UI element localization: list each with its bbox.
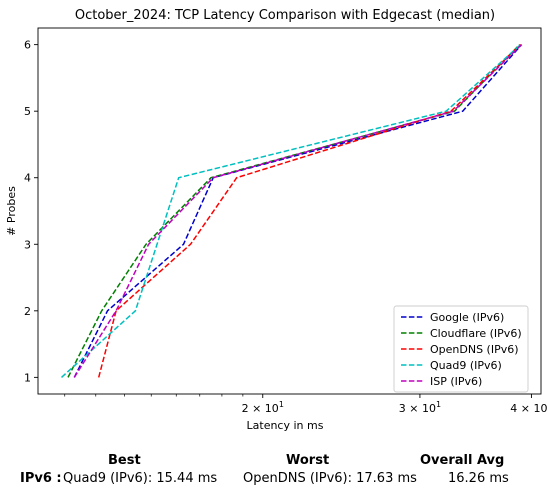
x-tick-label-1: 3 × 101 (399, 400, 441, 415)
legend-label-4: ISP (IPv6) (430, 375, 482, 388)
x-tick-label-0: 2 × 101 (242, 400, 284, 415)
legend-box (393, 305, 529, 393)
axes-frame (37, 27, 542, 395)
row-label-ipv6: IPv6 : (20, 471, 62, 486)
legend-label-3: Quad9 (IPv6) (430, 359, 502, 372)
overall-avg-value: 16.26 ms (448, 471, 509, 486)
latency-chart: October_2024: TCP Latency Comparison wit… (5, 8, 548, 432)
plot-area: 1 2 3 4 5 6 2 × 101 3 × 101 4 × 101 (24, 27, 548, 415)
summary-table: Best Worst Overall Avg IPv6 : Quad9 (IPv… (0, 448, 548, 496)
worst-header: Worst (286, 453, 330, 468)
y-axis-label: # Probes (5, 186, 18, 236)
chart-title: October_2024: TCP Latency Comparison wit… (75, 8, 495, 23)
x-tick-label-2: 4 × 101 (510, 400, 548, 415)
y-tick-label-0: 1 (24, 371, 31, 384)
y-tick-label-1: 2 (24, 305, 31, 318)
best-header: Best (108, 453, 141, 468)
legend-label-1: Cloudflare (IPv6) (430, 327, 522, 340)
legend: Google (IPv6) Cloudflare (IPv6) OpenDNS (I… (393, 305, 529, 393)
legend-label-0: Google (IPv6) (430, 311, 504, 324)
y-tick-label-3: 4 (24, 172, 31, 185)
series-line-3 (60, 44, 522, 378)
y-tick-label-5: 6 (24, 39, 31, 52)
best-value: Quad9 (IPv6): 15.44 ms (63, 471, 218, 486)
x-axis-label: Latency in ms (247, 419, 324, 432)
worst-value: OpenDNS (IPv6): 17.63 ms (243, 471, 417, 486)
series-line-2 (97, 44, 522, 378)
y-tick-label-2: 3 (24, 238, 31, 251)
legend-label-2: OpenDNS (IPv6) (430, 343, 519, 356)
overall-avg-header: Overall Avg (420, 453, 505, 468)
series-line-4 (73, 44, 523, 378)
y-tick-label-4: 5 (24, 105, 31, 118)
